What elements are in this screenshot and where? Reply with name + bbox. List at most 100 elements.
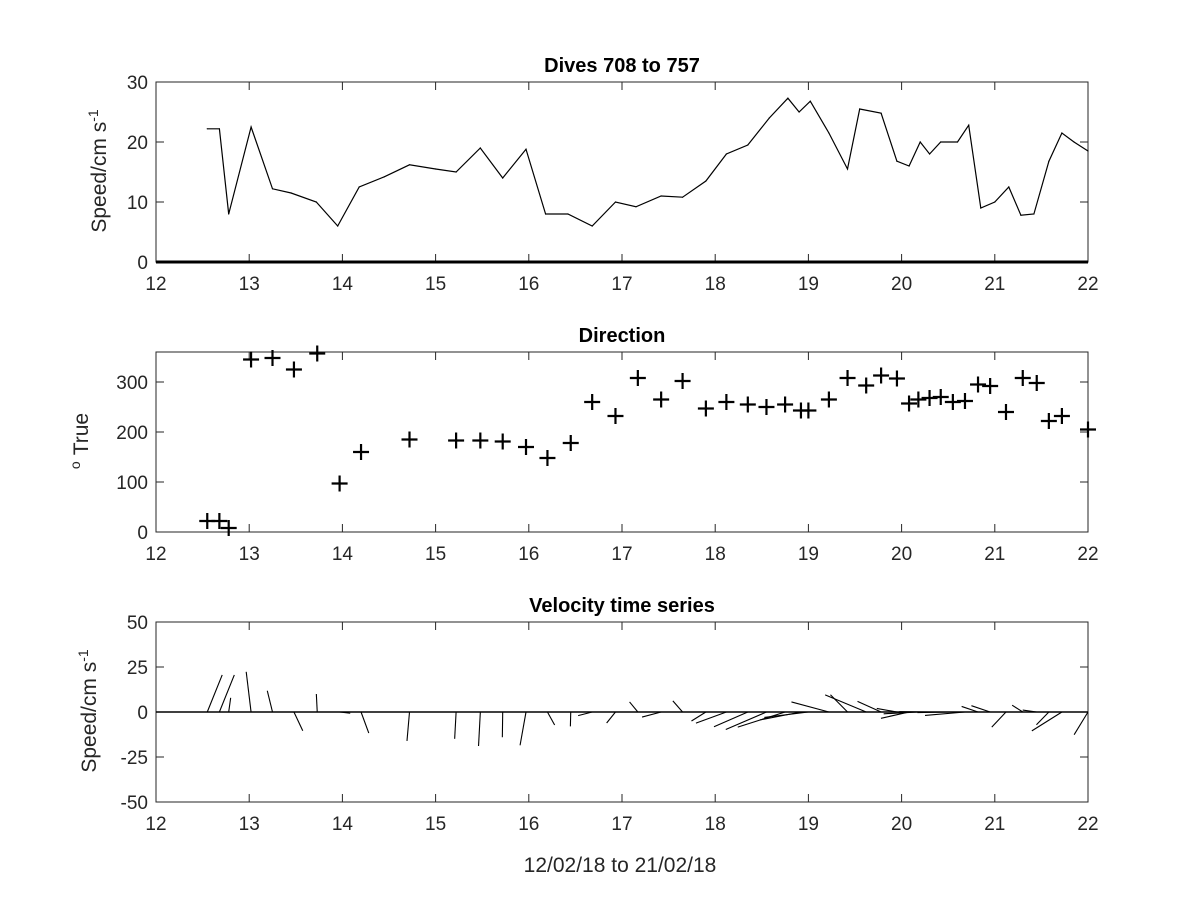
speed-point [408,164,411,166]
speed-point [828,132,830,134]
direction-marker [901,395,918,412]
direction-marker [800,402,817,419]
speed-series-line [207,97,1089,228]
direction-marker [1053,408,1070,424]
velocity-x-tick-label: 15 [425,814,446,835]
speed-point [271,188,274,190]
velocity-chart-title: Velocity time series [529,595,715,617]
speed-point [908,165,910,167]
direction-marker [674,373,691,389]
direction-marker [858,377,875,394]
direction-marker [264,350,281,366]
speed-x-tick-label: 19 [798,274,819,295]
velocity-stick [577,711,593,717]
direction-marker [220,520,237,536]
speed-point [747,144,749,146]
velocity-stick [1031,711,1063,732]
velocity-stick [245,671,252,713]
speed-point [896,160,898,162]
velocity-x-tick-label: 21 [984,814,1005,835]
speed-point [358,186,360,188]
velocity-stick [218,674,235,713]
speed-x-tick-label: 13 [239,274,260,295]
velocity-stick [961,705,979,713]
direction-marker [309,345,326,362]
velocity-stick [339,711,351,714]
velocity-stick [695,711,727,724]
velocity-x-tick-label: 20 [891,814,912,835]
direction-axes-box [155,351,1089,533]
speed-point [337,225,339,227]
speed-point [502,177,504,179]
direction-marker [401,431,418,448]
speed-point [525,148,527,150]
direction-y-tick-label: 200 [116,423,148,444]
speed-point [1008,186,1010,188]
velocity-stick [293,711,304,731]
velocity-y-tick-label: 0 [137,703,148,724]
velocity-stick [1011,704,1024,713]
velocity-panel: Velocity time series Speed/cm s-1 12/02/… [75,595,1099,877]
direction-x-tick-label: 19 [798,544,819,565]
direction-marker [518,439,535,455]
velocity-stick [546,711,556,726]
direction-marker [353,444,370,460]
speed-y-tick-label: 10 [127,193,148,214]
velocity-x-tick-label: 13 [239,814,260,835]
velocity-y-tick-label: -25 [121,748,148,769]
velocity-y-axis-label: Speed/cm s-1 [75,649,101,773]
direction-marker [1014,370,1031,386]
speed-y-tick-label: 20 [127,133,148,154]
speed-point [435,168,437,170]
direction-x-tick-label: 22 [1077,544,1098,565]
direction-marker [697,400,714,417]
direction-marker [211,513,228,529]
speed-point [635,206,637,208]
velocity-y-tick-label: 25 [127,658,148,679]
direction-marker [331,475,348,492]
velocity-stick [764,711,809,718]
speed-x-tick-label: 18 [705,274,726,295]
speed-panel: Dives 708 to 757 Speed/cm s-1 12 13 14 15 16… [85,55,1099,295]
speed-point [994,201,996,203]
speed-chart-title: Dives 708 to 757 [544,55,700,77]
velocity-stick [228,697,232,713]
velocity-x-tick-label: 14 [332,814,354,835]
speed-point [250,126,252,128]
speed-point [1033,213,1035,215]
speed-point [768,117,770,119]
velocity-stick [672,700,683,713]
speed-y-tick-label: 0 [137,253,148,274]
velocity-stick [406,711,411,742]
speed-y-axis-label: Speed/cm s-1 [85,109,111,233]
speed-point [1073,141,1075,143]
speed-x-tick-label: 14 [332,274,354,295]
speed-x-tick-label: 17 [611,274,632,295]
direction-x-tick-label: 14 [332,544,354,565]
direction-marker [285,361,302,378]
speed-axes-box [155,81,1089,263]
velocity-stick [1073,711,1089,735]
velocity-y-tick-label: 50 [127,613,148,634]
speed-point [1087,150,1089,152]
velocity-stick [876,707,898,713]
speed-point [455,171,457,173]
speed-point [846,168,849,170]
speed-point [383,176,385,178]
direction-marker [970,376,987,393]
velocity-stick [857,700,882,713]
direction-marker [494,433,511,450]
direction-y-tick-label: 300 [116,373,148,394]
x-axis-label: 12/02/18 to 21/02/18 [524,854,717,877]
direction-marker [839,370,856,386]
direction-x-tick-label: 15 [425,544,446,565]
velocity-stick [713,711,749,728]
direction-x-tick-label: 18 [705,544,726,565]
velocity-stick [1036,711,1050,726]
speed-point [919,141,921,143]
velocity-y-tick-label: -50 [121,793,148,814]
speed-point [859,108,861,110]
speed-point [614,201,617,203]
velocity-stick [830,694,848,713]
speed-point [567,213,569,215]
